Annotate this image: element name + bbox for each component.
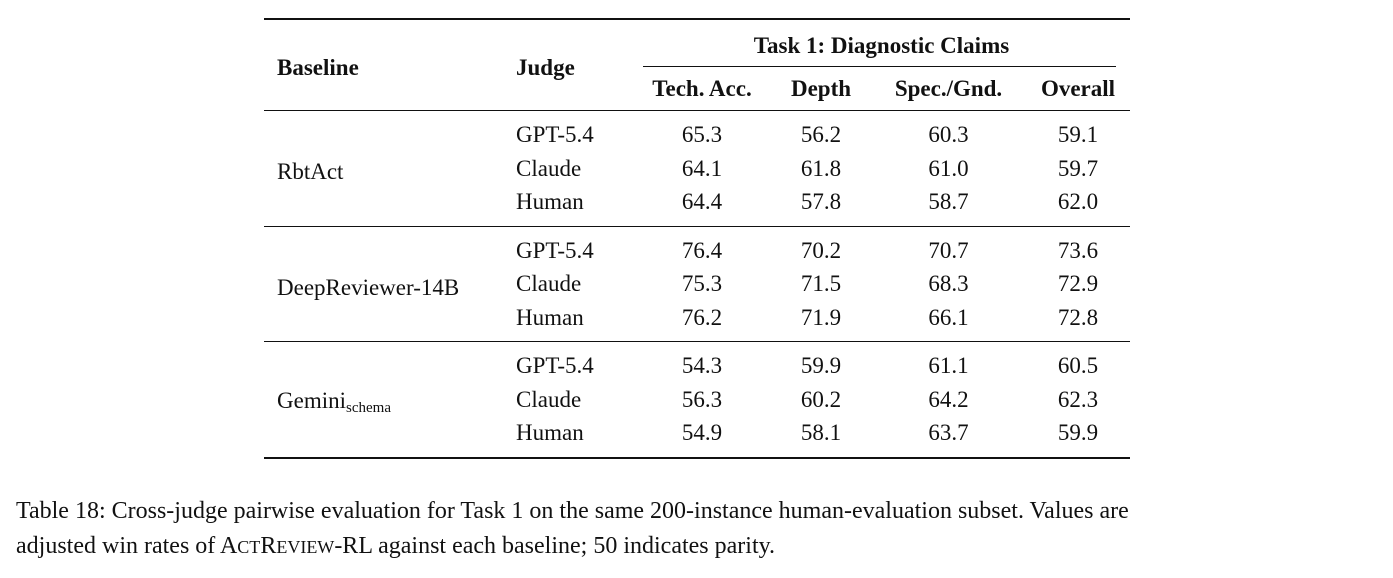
table-row: Claude 64.1 61.8 61.0 59.7 — [264, 152, 1130, 186]
header-judge: Judge — [516, 54, 575, 80]
value-tech-acc: 65.3 — [681, 122, 723, 148]
value-overall: 72.8 — [1057, 304, 1099, 330]
judge-name: GPT-5.4 — [516, 237, 594, 263]
value-spec-gnd: 61.0 — [928, 155, 969, 181]
value-spec-gnd: 58.7 — [928, 189, 969, 215]
method-name-part-2: CT — [237, 537, 261, 557]
value-depth: 58.1 — [800, 420, 842, 446]
value-tech-acc: 54.9 — [681, 420, 723, 446]
results-table: Baseline Judge Task 1: Diagnostic Claims… — [264, 18, 1130, 459]
header-tech-acc: Tech. Acc. — [652, 76, 752, 101]
value-depth: 57.8 — [800, 189, 842, 215]
group-gemini: Geminischema GPT-5.4 54.3 59.9 61.1 60.5… — [264, 341, 1130, 458]
header-depth: Depth — [790, 76, 852, 101]
header-task: Task 1: Diagnostic Claims — [633, 19, 1130, 67]
value-overall: 62.3 — [1057, 386, 1099, 412]
value-depth: 59.9 — [800, 353, 842, 379]
value-spec-gnd: 70.7 — [928, 237, 969, 263]
value-depth: 70.2 — [800, 237, 842, 263]
table-row: RbtAct GPT-5.4 65.3 56.2 60.3 59.1 — [264, 110, 1130, 183]
table-row: Claude 56.3 60.2 64.2 62.3 — [264, 383, 1130, 417]
results-table-container: Baseline Judge Task 1: Diagnostic Claims… — [264, 18, 1130, 459]
caption-line-2-start: adjusted win rates of — [16, 533, 220, 559]
value-tech-acc: 56.3 — [681, 386, 723, 412]
header-spec-gnd: Spec./Gnd. — [894, 76, 1003, 101]
judge-name: Claude — [516, 386, 582, 412]
baseline-name: Geminischema — [264, 342, 508, 458]
value-overall: 73.6 — [1057, 237, 1099, 263]
value-overall: 62.0 — [1057, 189, 1099, 215]
value-depth: 71.5 — [800, 271, 842, 297]
judge-name: Human — [516, 420, 584, 446]
table-row: Human 76.2 71.9 66.1 72.8 — [264, 301, 1130, 342]
value-depth: 60.2 — [800, 386, 842, 412]
value-spec-gnd: 60.3 — [928, 122, 969, 148]
value-spec-gnd: 61.1 — [928, 353, 969, 379]
value-spec-gnd: 64.2 — [928, 386, 969, 412]
task-underline — [643, 66, 1116, 67]
judge-name: GPT-5.4 — [516, 353, 594, 379]
method-name-part-1: A — [219, 533, 238, 559]
value-depth: 56.2 — [800, 122, 842, 148]
table-row: Human 54.9 58.1 63.7 59.9 — [264, 416, 1130, 458]
value-tech-acc: 64.1 — [681, 155, 723, 181]
value-overall: 59.1 — [1057, 122, 1099, 148]
value-tech-acc: 75.3 — [681, 271, 723, 297]
group-rbtact: RbtAct GPT-5.4 65.3 56.2 60.3 59.1 Claud… — [264, 110, 1130, 227]
group-deepreviewer: DeepReviewer-14B GPT-5.4 76.4 70.2 70.7 … — [264, 226, 1130, 342]
caption-line-1: Table 18: Cross-judge pairwise evaluatio… — [16, 498, 1129, 524]
method-name: ACTREVIEW-RL — [220, 533, 372, 559]
caption-line-2: adjusted win rates of ACTREVIEW-RL again… — [16, 529, 1386, 565]
header-baseline: Baseline — [277, 54, 359, 80]
method-name-part-4: EVIEW — [276, 537, 335, 557]
baseline-name: DeepReviewer-14B — [277, 274, 460, 300]
table-row: Geminischema GPT-5.4 54.3 59.9 61.1 60.5 — [264, 341, 1130, 416]
judge-name: Claude — [516, 271, 582, 297]
value-tech-acc: 76.2 — [681, 304, 723, 330]
judge-name: Claude — [516, 155, 582, 181]
table-caption: Table 18: Cross-judge pairwise evaluatio… — [16, 494, 1386, 565]
value-spec-gnd: 66.1 — [928, 304, 969, 330]
method-name-part-5: -RL — [334, 533, 373, 559]
value-overall: 59.9 — [1057, 420, 1099, 446]
table-row: Human 64.4 57.8 58.7 62.0 — [264, 185, 1130, 226]
method-name-part-3: R — [260, 533, 277, 559]
value-tech-acc: 64.4 — [681, 189, 723, 215]
value-spec-gnd: 63.7 — [928, 420, 969, 446]
value-overall: 72.9 — [1057, 271, 1099, 297]
judge-name: GPT-5.4 — [516, 122, 594, 148]
value-depth: 71.9 — [800, 304, 842, 330]
header-overall: Overall — [1040, 76, 1116, 101]
baseline-name-main: Gemini — [277, 388, 346, 414]
value-depth: 61.8 — [800, 155, 842, 181]
header-task-label: Task 1: Diagnostic Claims — [753, 33, 1010, 58]
value-overall: 59.7 — [1057, 155, 1099, 181]
value-spec-gnd: 68.3 — [928, 271, 969, 297]
judge-name: Human — [516, 189, 584, 215]
judge-name: Human — [516, 304, 584, 330]
value-tech-acc: 76.4 — [681, 237, 723, 263]
table-row: Claude 75.3 71.5 68.3 72.9 — [264, 267, 1130, 301]
value-overall: 60.5 — [1057, 353, 1099, 379]
table-row: DeepReviewer-14B GPT-5.4 76.4 70.2 70.7 … — [264, 226, 1130, 299]
baseline-name-subscript: schema — [346, 400, 391, 417]
value-tech-acc: 54.3 — [681, 353, 723, 379]
caption-line-2-end: against each baseline; 50 indicates pari… — [372, 533, 776, 559]
baseline-name: RbtAct — [277, 159, 344, 185]
